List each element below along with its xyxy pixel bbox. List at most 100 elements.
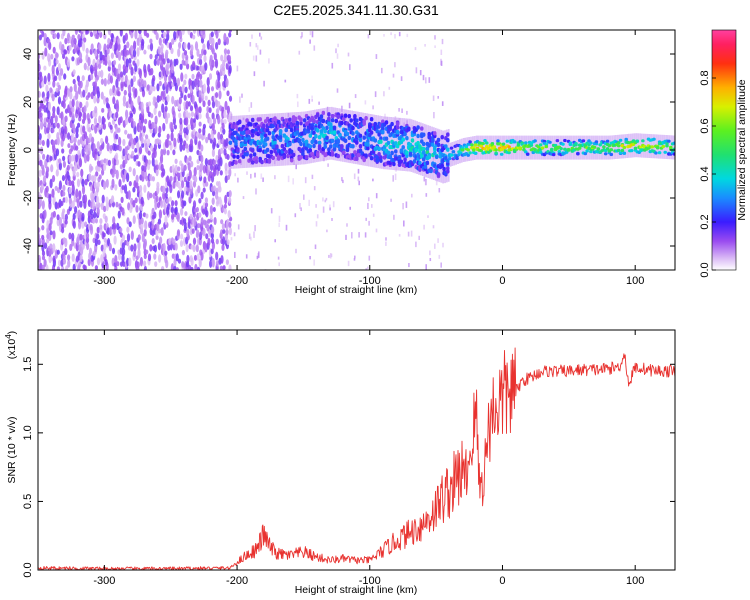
spectrogram-cell — [193, 217, 197, 226]
spectrogram-cell — [368, 255, 371, 261]
snr-x-tick-label: 100 — [626, 575, 644, 587]
spectrogram-cell — [179, 240, 184, 247]
spectrogram-cell — [301, 32, 303, 38]
spectrogram-cell — [105, 196, 109, 204]
spectrogram-cell — [163, 81, 168, 87]
spectrogram-cell — [249, 153, 253, 158]
spectrogram-cell — [329, 207, 331, 211]
spectrogram-cell — [441, 38, 444, 45]
spectrogram-cell — [364, 153, 368, 158]
spectrogram-cell — [185, 100, 189, 110]
spectrogram-cell — [67, 259, 71, 268]
spectrogram-cell — [50, 115, 54, 126]
spectrogram-cell — [319, 114, 324, 119]
spectrogram-cell — [140, 222, 144, 229]
spectrogram-cell — [58, 41, 63, 51]
spectrogram-cell — [228, 227, 232, 236]
spectrogram-cell — [123, 184, 128, 194]
spectrogram-cell — [168, 42, 172, 51]
spectrogram-cell — [322, 206, 325, 213]
spectrogram-cell — [669, 145, 673, 149]
spectrogram-cell — [75, 132, 79, 139]
spectrogram-cell — [120, 196, 124, 204]
spectrogram-cell — [329, 122, 333, 127]
spectrogram-cell — [202, 187, 206, 193]
spectrogram-cell — [171, 95, 175, 105]
spectrogram-cell — [44, 126, 48, 135]
spectrogram-cell — [494, 151, 498, 155]
spectrogram-cell — [213, 159, 217, 165]
spectrogram-cell — [177, 166, 181, 172]
spectrogram-cell — [412, 159, 417, 164]
spectrogram-cell — [425, 264, 427, 270]
spectrogram-cell — [289, 158, 294, 163]
spectrogram-cell — [38, 254, 41, 263]
spectrogram-cell — [273, 140, 277, 146]
spectrogram-cell — [177, 48, 181, 58]
spectrogram-cell — [183, 50, 188, 56]
spectrogram-cell — [401, 137, 406, 142]
spectrogram-cell — [179, 142, 183, 152]
spectrogram-cell — [162, 168, 166, 177]
spectrogram-cell — [398, 234, 401, 237]
spectrogram-cell — [100, 254, 104, 264]
spectrogram-cell — [41, 139, 45, 147]
spectrogram-cell — [132, 120, 136, 128]
spectrogram-cell — [161, 265, 165, 270]
spectrogram-cell — [154, 54, 158, 60]
spectrogram-cell — [303, 194, 305, 200]
spectrogram-cell — [158, 228, 162, 234]
spectrogram-cell — [198, 258, 202, 268]
spectrogram-cell — [91, 201, 96, 210]
spectrogram-cell — [287, 175, 290, 183]
spectrogram-cell — [603, 152, 608, 156]
spectrogram-cell — [326, 229, 328, 233]
spectrogram-cell — [342, 150, 346, 155]
spectrogram-cell — [52, 230, 56, 240]
spectrogram-cell — [117, 253, 122, 261]
spectrogram-cell — [94, 48, 98, 57]
spectrogram-cell — [177, 258, 182, 264]
spectrogram-cell — [196, 65, 200, 71]
spectrogram-cell — [95, 171, 99, 177]
spectrogram-cell — [512, 140, 517, 144]
spectrogram-cell — [56, 106, 60, 116]
spectrogram-cell — [225, 62, 229, 70]
spectrogram-cell — [41, 225, 45, 231]
spectrogram-cell — [392, 73, 395, 78]
spectrogram-cell — [185, 110, 189, 118]
spectrogram-cell — [180, 163, 184, 173]
spectrogram-cell — [55, 87, 59, 93]
spectrogram-cell — [607, 144, 612, 148]
spectrogram-cell — [299, 203, 301, 210]
spectrogram-cell — [146, 32, 150, 38]
spectrogram-cell — [441, 101, 444, 106]
spectrogram-cell — [366, 146, 370, 151]
spectrogram-cell — [308, 144, 313, 149]
spectrogram-cell — [181, 180, 185, 189]
spectrogram-cell — [102, 117, 106, 123]
spectrogram-cell — [67, 254, 71, 261]
spectrogram-cell — [136, 37, 140, 46]
spectrogram-cell — [164, 105, 168, 112]
spectrogram-cell — [57, 84, 62, 91]
spectrogram-cell — [153, 143, 157, 151]
spectrogram-cell — [115, 152, 119, 161]
spectrogram-cell — [141, 38, 145, 46]
spectrogram-cell — [299, 121, 303, 126]
spectrogram-cell — [115, 78, 119, 89]
spectrogram-cell — [330, 152, 335, 157]
spectrogram-cell — [78, 52, 83, 61]
spectrogram-cell — [224, 100, 228, 111]
spectrogram-cell — [89, 31, 94, 38]
spectrogram-cell — [192, 237, 197, 245]
spectrogram-cell — [312, 118, 316, 124]
spectrogram-cell — [104, 215, 108, 224]
spectrogram-cell — [210, 31, 214, 38]
spectrogram-cell — [466, 148, 471, 152]
spectrogram-cell — [364, 100, 367, 105]
spectrogram-cell — [214, 58, 219, 69]
spectrogram-cell — [47, 38, 51, 44]
spectrogram-cell — [325, 125, 329, 130]
spectrogram-cell — [126, 49, 130, 56]
